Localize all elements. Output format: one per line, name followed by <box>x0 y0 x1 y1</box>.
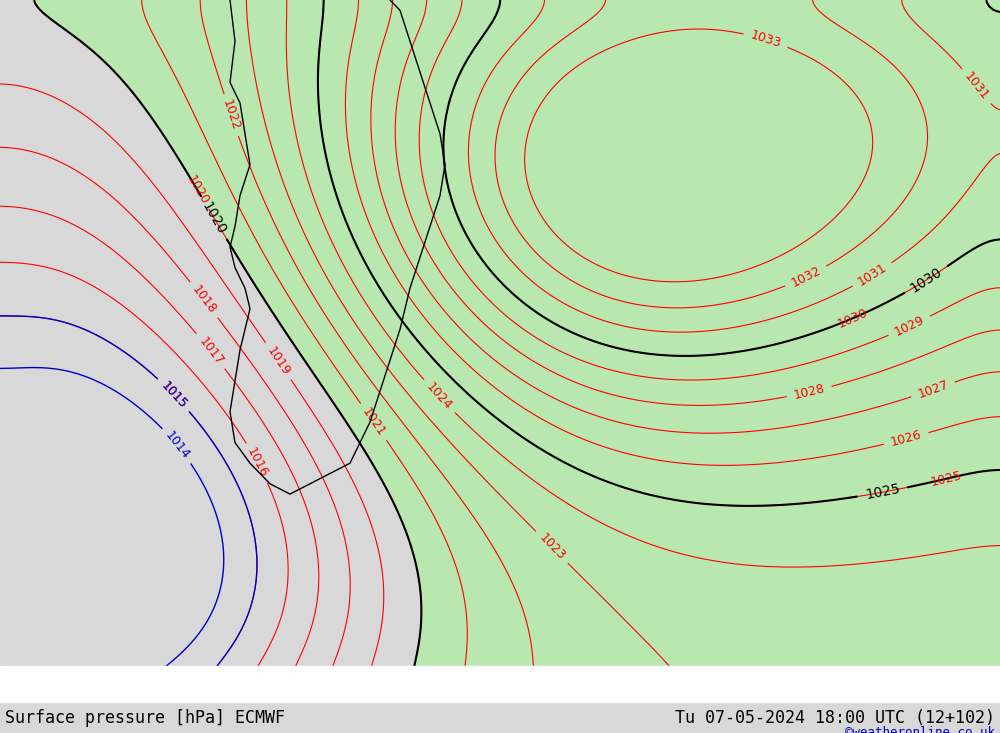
Text: 1019: 1019 <box>264 345 292 378</box>
Text: 1020: 1020 <box>184 173 211 207</box>
Text: 1018: 1018 <box>189 283 219 317</box>
Text: 1015: 1015 <box>158 379 189 411</box>
Text: 1031: 1031 <box>856 261 889 289</box>
Text: 1020: 1020 <box>199 199 229 237</box>
Text: Surface pressure [hPa] ECMWF: Surface pressure [hPa] ECMWF <box>5 710 285 727</box>
Text: 1017: 1017 <box>196 334 226 367</box>
Text: 1032: 1032 <box>789 264 823 290</box>
Text: 1026: 1026 <box>889 428 923 449</box>
Text: 1016: 1016 <box>244 446 271 480</box>
Text: Tu 07-05-2024 18:00 UTC (12+102): Tu 07-05-2024 18:00 UTC (12+102) <box>675 710 995 727</box>
Bar <box>0 666 1000 702</box>
Text: 1027: 1027 <box>916 378 950 401</box>
Text: 1015: 1015 <box>158 379 189 411</box>
Text: 1022: 1022 <box>220 98 242 132</box>
Text: 1031: 1031 <box>962 70 991 103</box>
Text: 1030: 1030 <box>836 306 870 331</box>
Text: 1024: 1024 <box>424 380 455 413</box>
Text: 1023: 1023 <box>536 531 567 563</box>
Text: 1029: 1029 <box>892 313 927 339</box>
Text: 1030: 1030 <box>908 265 945 295</box>
Text: 1021: 1021 <box>359 405 388 438</box>
Text: 1014: 1014 <box>162 429 192 462</box>
Text: 1025: 1025 <box>930 468 963 489</box>
Text: 1025: 1025 <box>864 482 901 502</box>
Text: ©weatheronline.co.uk: ©weatheronline.co.uk <box>845 726 995 733</box>
Text: 1033: 1033 <box>749 29 783 51</box>
Text: 1028: 1028 <box>792 382 826 402</box>
